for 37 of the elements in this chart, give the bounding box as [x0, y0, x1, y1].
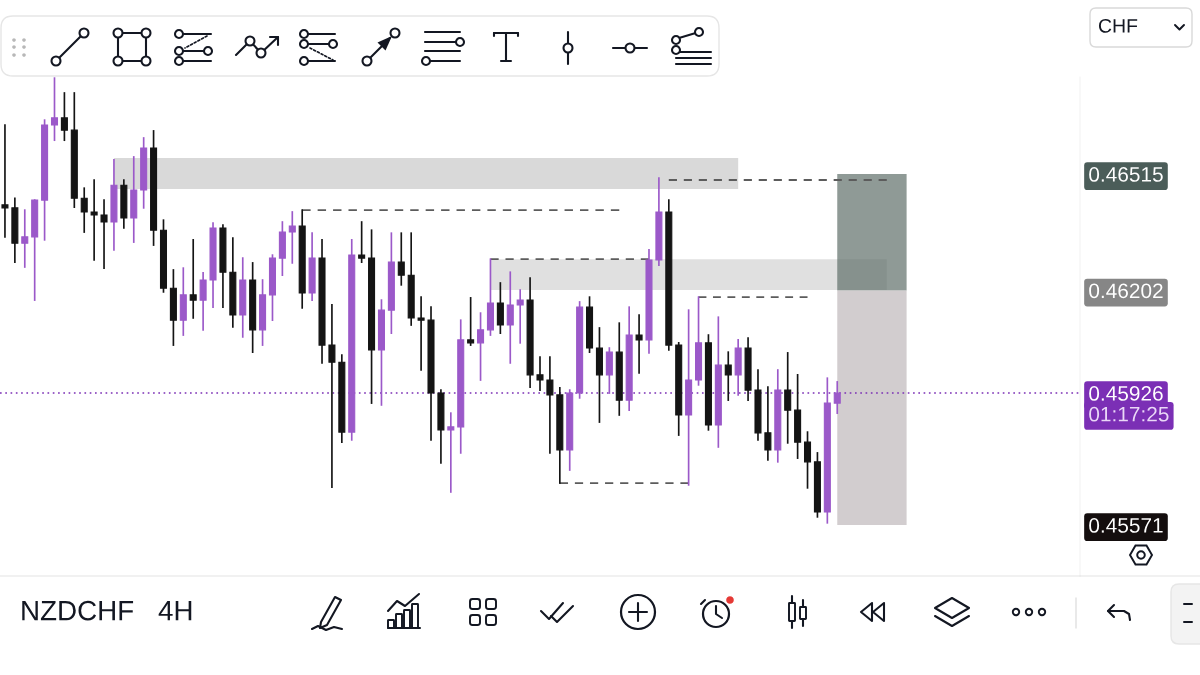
candlestick [635, 314, 643, 374]
candlestick [516, 289, 524, 344]
candlestick [467, 297, 475, 346]
candlestick [417, 296, 425, 371]
candlestick [784, 352, 792, 444]
y-tick-label: 0.45926 [1089, 386, 1163, 401]
candlestick [447, 412, 455, 493]
candlestick [546, 356, 554, 454]
candlestick [189, 239, 197, 319]
candlestick [50, 77, 59, 142]
candlestick [80, 187, 88, 233]
candlestick [199, 272, 207, 331]
candlestick [90, 179, 98, 261]
text: 01:17:25 [1089, 406, 1169, 422]
candlestick [833, 381, 841, 414]
candlestick [803, 431, 812, 489]
candlestick [506, 271, 514, 364]
candlestick [397, 232, 405, 286]
candlestick [764, 386, 772, 461]
candlestick [60, 92, 68, 142]
candlestick [724, 351, 732, 401]
candlestick [605, 347, 613, 394]
candlestick [1, 124, 9, 238]
text: 4H [158, 601, 192, 621]
candlestick [536, 356, 544, 391]
candlestick [358, 221, 366, 264]
candlestick [288, 211, 296, 264]
candlestick [328, 304, 336, 488]
text: CHF [1098, 18, 1138, 33]
y-tick-label: 0.45571 [1089, 518, 1163, 533]
text: NZDCHF [22, 600, 134, 621]
candlestick [496, 282, 504, 335]
y-tick-label: 0.46515 [1089, 167, 1163, 182]
candlestick [21, 209, 29, 268]
candlestick [100, 199, 108, 269]
y-tick-label: 0.46202 [1089, 283, 1163, 299]
candlestick [477, 312, 485, 381]
